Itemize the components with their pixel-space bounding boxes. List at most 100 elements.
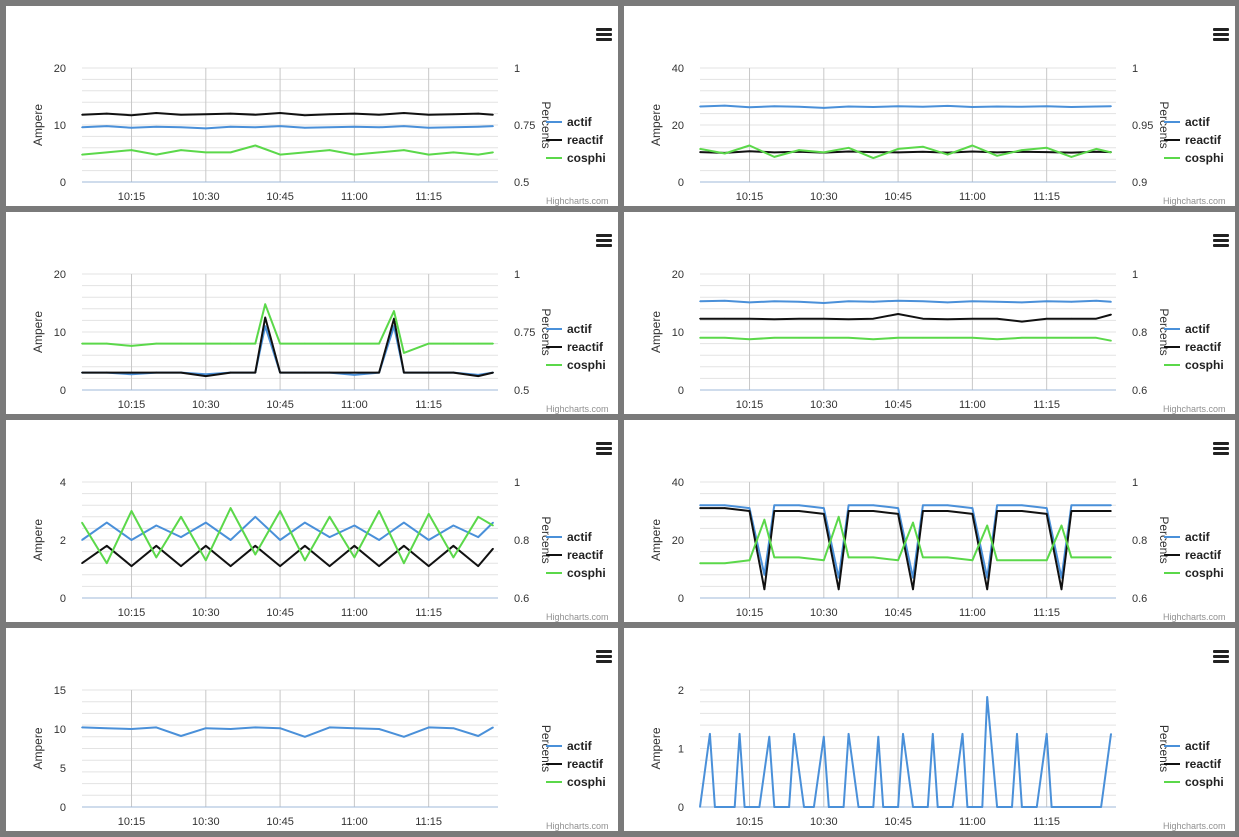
menu-icon[interactable] xyxy=(596,234,612,248)
chart-svg: 0 10 20 0.5 0.75 1 10:15 10:30 10:45 11:00 11:15 Am… xyxy=(31,63,553,203)
legend-item-cosphi[interactable]: cosphi xyxy=(1164,564,1224,582)
data-point xyxy=(205,151,207,154)
x-tick-label: 11:00 xyxy=(959,399,986,411)
menu-icon[interactable] xyxy=(1213,650,1229,664)
data-point xyxy=(971,513,974,515)
data-point xyxy=(1110,510,1112,512)
data-point xyxy=(922,300,924,303)
legend-item-cosphi[interactable]: cosphi xyxy=(546,773,606,791)
credit-link[interactable]: Highcharts.com xyxy=(1163,404,1226,414)
data-point xyxy=(798,105,800,108)
data-point xyxy=(477,516,479,518)
x-tick-label: 10:15 xyxy=(736,607,764,619)
data-point xyxy=(1070,337,1073,339)
menu-icon[interactable] xyxy=(596,28,612,42)
menu-icon[interactable] xyxy=(1213,28,1229,42)
data-point xyxy=(477,153,479,156)
data-point xyxy=(403,112,405,114)
series-cosphi xyxy=(699,144,1112,160)
data-point xyxy=(723,562,726,564)
data-point xyxy=(748,507,751,509)
legend-item-reactif[interactable]: reactif xyxy=(1164,755,1224,773)
data-point xyxy=(403,125,405,127)
data-point xyxy=(847,337,850,339)
credit-link[interactable]: Highcharts.com xyxy=(546,821,609,831)
legend-item-actif[interactable]: actif xyxy=(546,320,606,338)
data-point xyxy=(723,317,726,320)
series-cosphi xyxy=(81,303,494,354)
series-line-reactif xyxy=(82,316,494,378)
data-point xyxy=(81,126,83,129)
data-point xyxy=(946,153,949,156)
credit-link[interactable]: Highcharts.com xyxy=(546,612,609,622)
data-point xyxy=(81,539,83,541)
data-point xyxy=(773,300,776,303)
legend-item-actif[interactable]: actif xyxy=(1164,320,1224,338)
legend-item-actif[interactable]: actif xyxy=(1164,528,1224,546)
legend-item-reactif[interactable]: reactif xyxy=(1164,131,1224,149)
data-point xyxy=(803,806,805,808)
legend-item-actif[interactable]: actif xyxy=(1164,113,1224,131)
menu-icon[interactable] xyxy=(596,442,612,456)
credit-link[interactable]: Highcharts.com xyxy=(546,404,609,414)
menu-icon[interactable] xyxy=(596,650,612,664)
data-point xyxy=(155,545,158,547)
chart-panel: 0 20 40 0.9 0.95 1 10:15 10:30 10:45 11:00 11:15 Am… xyxy=(624,6,1235,206)
legend-item-actif[interactable]: actif xyxy=(1164,737,1224,755)
credit-link[interactable]: Highcharts.com xyxy=(1163,821,1226,831)
menu-icon[interactable] xyxy=(1213,442,1229,456)
legend-label: cosphi xyxy=(567,358,606,372)
legend-item-cosphi[interactable]: cosphi xyxy=(546,356,606,374)
data-point xyxy=(205,521,207,524)
data-point xyxy=(773,337,776,339)
data-point xyxy=(254,726,257,729)
legend-item-actif[interactable]: actif xyxy=(546,737,606,755)
data-point xyxy=(328,516,331,518)
legend-label: reactif xyxy=(1185,133,1222,147)
data-point xyxy=(1021,150,1023,153)
data-point xyxy=(847,510,850,512)
legend-item-reactif[interactable]: reactif xyxy=(1164,546,1224,564)
legend-item-cosphi[interactable]: cosphi xyxy=(1164,773,1224,791)
data-point xyxy=(155,153,158,156)
legend-item-reactif[interactable]: reactif xyxy=(546,755,606,773)
data-point xyxy=(946,151,949,154)
credit-link[interactable]: Highcharts.com xyxy=(1163,612,1226,622)
menu-icon-bar xyxy=(596,244,612,247)
data-point xyxy=(837,576,840,579)
legend-item-actif[interactable]: actif xyxy=(546,113,606,131)
credit-link[interactable]: Highcharts.com xyxy=(1163,196,1226,206)
legend-swatch xyxy=(546,745,562,747)
series-actif xyxy=(81,125,494,130)
data-point xyxy=(1021,510,1023,512)
data-point xyxy=(897,151,899,154)
legend-item-reactif[interactable]: reactif xyxy=(546,131,606,149)
legend-item-reactif[interactable]: reactif xyxy=(546,546,606,564)
data-point xyxy=(996,317,998,320)
legend-item-actif[interactable]: actif xyxy=(546,528,606,546)
data-point xyxy=(971,300,974,303)
legend-item-cosphi[interactable]: cosphi xyxy=(546,564,606,582)
right-axis-title: Percents xyxy=(539,101,553,148)
menu-icon-bar xyxy=(1213,239,1229,242)
x-tick-label: 10:15 xyxy=(118,607,146,619)
data-point xyxy=(427,726,430,729)
data-point xyxy=(130,728,133,730)
legend-item-cosphi[interactable]: cosphi xyxy=(1164,356,1224,374)
data-point xyxy=(773,806,776,808)
series-actif xyxy=(81,325,494,376)
menu-icon[interactable] xyxy=(1213,234,1229,248)
x-tick-label: 11:00 xyxy=(959,607,986,619)
data-point xyxy=(353,125,356,128)
legend: actif reactif cosphi xyxy=(1164,113,1224,167)
x-tick-label: 10:30 xyxy=(192,191,220,203)
legend-item-cosphi[interactable]: cosphi xyxy=(546,149,606,167)
credit-link[interactable]: Highcharts.com xyxy=(546,196,609,206)
legend-item-reactif[interactable]: reactif xyxy=(1164,338,1224,356)
legend-item-reactif[interactable]: reactif xyxy=(546,338,606,356)
data-point xyxy=(328,149,331,151)
x-tick-label: 11:15 xyxy=(415,191,442,203)
legend-item-cosphi[interactable]: cosphi xyxy=(1164,149,1224,167)
right-axis-title: Percents xyxy=(539,725,553,772)
series-actif xyxy=(699,104,1112,109)
